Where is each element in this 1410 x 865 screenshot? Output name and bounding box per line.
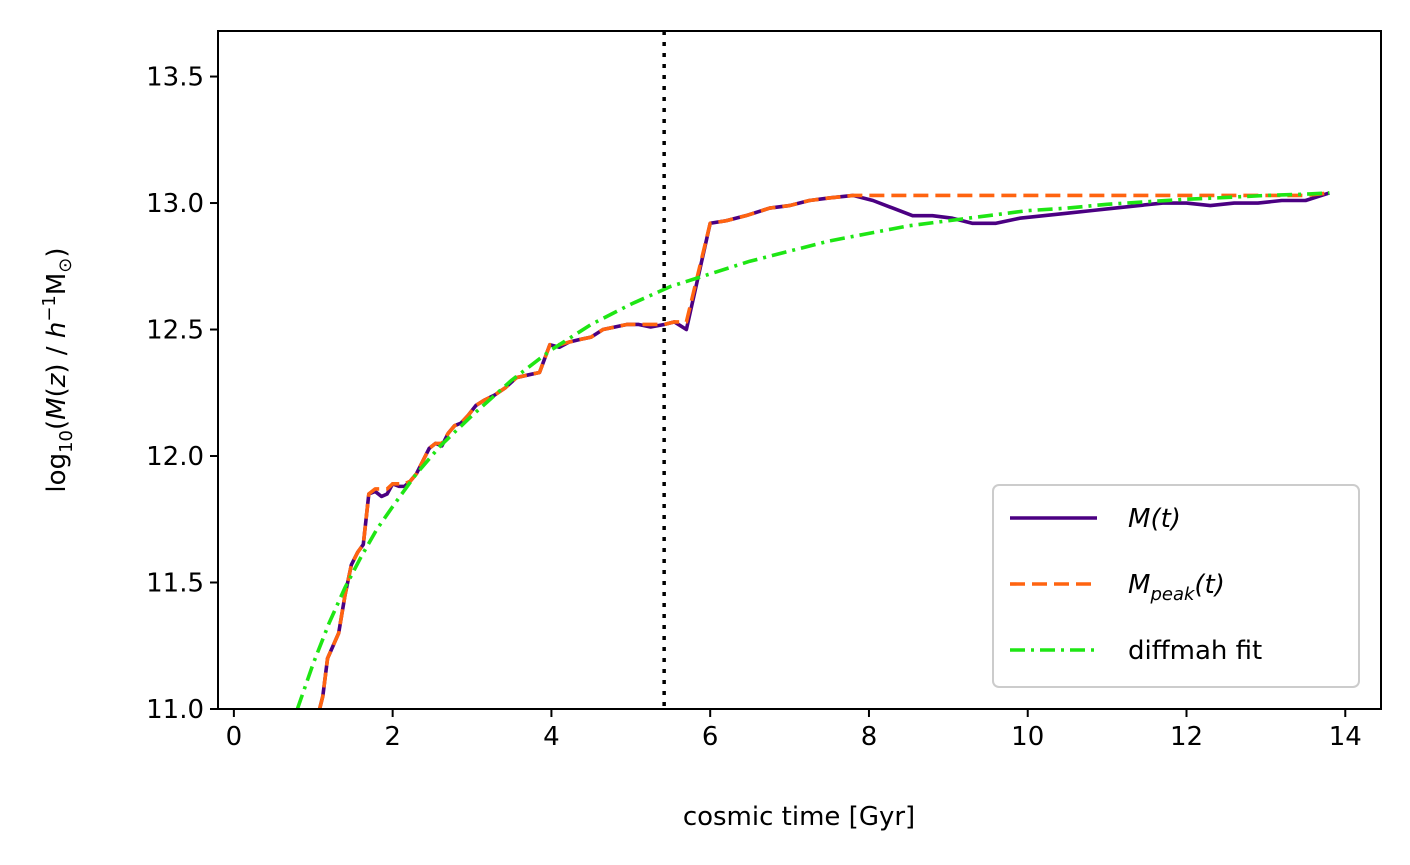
series-line-1 — [317, 191, 1330, 709]
series-line-2 — [295, 191, 1330, 709]
x-tick-label: 10 — [1011, 722, 1044, 752]
y-tick-label: 11.5 — [146, 569, 204, 599]
x-tick-label: 6 — [702, 722, 719, 752]
y-axis-label: log10(M(z) / h−1M⊙) — [39, 247, 77, 492]
x-tick-label: 2 — [384, 722, 401, 752]
y-axis-ticks: 11.0 11.5 12.0 12.5 13.0 13.5 — [146, 63, 218, 725]
y-tick-label: 13.5 — [146, 63, 204, 93]
y-tick-label: 12.5 — [146, 316, 204, 346]
x-tick-label: 4 — [543, 722, 560, 752]
x-tick-label: 8 — [861, 722, 878, 752]
legend-label-1: Mpeak(t) — [1128, 570, 1225, 605]
x-tick-label: 12 — [1170, 722, 1203, 752]
x-axis-ticks: 0 2 4 6 8 10 12 14 — [226, 709, 1362, 752]
legend-box — [992, 484, 1360, 688]
y-tick-label: 13.0 — [146, 189, 204, 219]
x-tick-label: 14 — [1329, 722, 1362, 752]
legend-label-0: M(t) — [1128, 504, 1181, 534]
x-axis-label: cosmic time [Gyr] — [683, 802, 915, 832]
y-tick-label: 12.0 — [146, 442, 204, 472]
legend-label-2: diffmah fit — [1128, 636, 1262, 666]
x-tick-label: 0 — [226, 722, 243, 752]
y-tick-label: 11.0 — [146, 695, 204, 725]
legend: M(t) Mpeak(t) diffmah fit — [992, 484, 1360, 688]
plot-area — [295, 31, 1330, 709]
axes-frame — [217, 30, 1382, 710]
